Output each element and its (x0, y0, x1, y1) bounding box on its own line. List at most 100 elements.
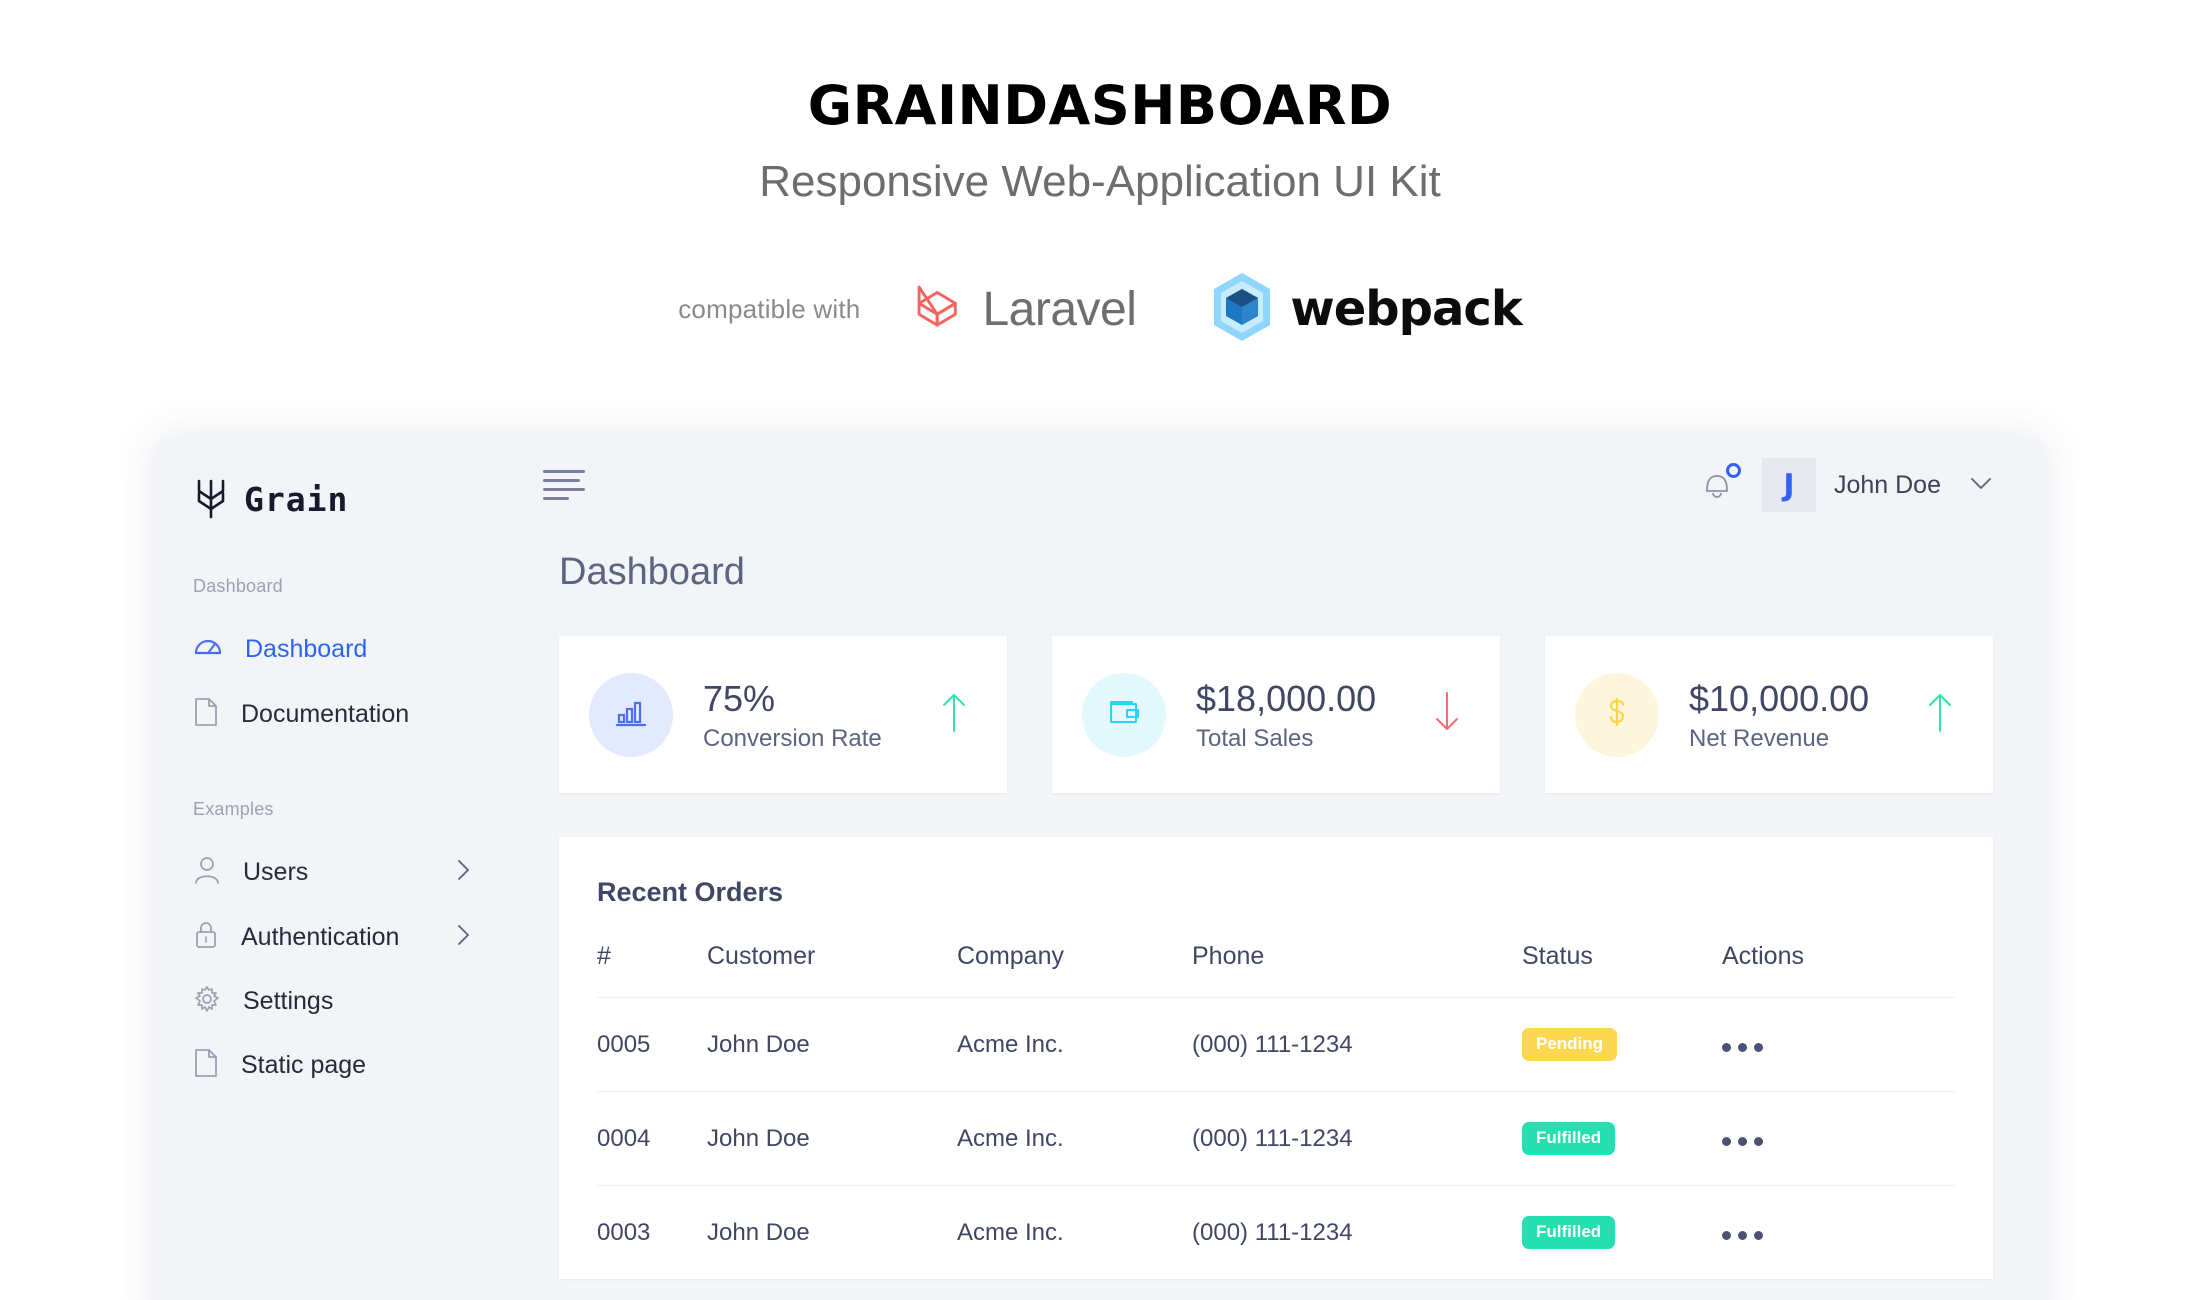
grain-wheat-icon (193, 475, 229, 524)
hamburger-line (543, 479, 580, 482)
stat-card-text: $10,000.00 Net Revenue (1689, 676, 1869, 753)
page-title: Dashboard (559, 551, 745, 593)
promo-subtitle: Responsive Web-Application UI Kit (759, 156, 1441, 206)
stat-card-value: 75% (703, 678, 776, 719)
trend-up-icon (1923, 689, 1957, 740)
cell-customer: John Doe (707, 1185, 957, 1279)
table-row[interactable]: 0003 John Doe Acme Inc. (000) 111-1234 F… (597, 1185, 1955, 1279)
topbar-right: J John Doe (1700, 458, 1995, 512)
stat-card-label: Net Revenue (1689, 725, 1830, 752)
stat-card-icon-wrap (589, 672, 673, 757)
sidebar-item-authentication[interactable]: Authentication (155, 905, 507, 970)
brand-name: Grain (244, 480, 349, 519)
row-actions-menu-icon[interactable] (1722, 1230, 1763, 1240)
cell-actions (1722, 1185, 1955, 1279)
sidebar-item-static-page[interactable]: Static page (155, 1033, 507, 1098)
orders-table: # Customer Company Phone Status Actions … (597, 942, 1955, 1279)
stat-card-icon-wrap (1575, 672, 1659, 757)
sidebar-item-settings[interactable]: Settings (155, 970, 507, 1033)
laravel-wordmark: Laravel (982, 282, 1137, 336)
dollar-icon (1598, 693, 1636, 736)
hamburger-menu-icon[interactable] (543, 470, 585, 500)
bell-icon (1700, 475, 1734, 507)
promo-header: GRAINDASHBOARD Responsive Web-Applicatio… (0, 0, 2200, 348)
table-header-row: # Customer Company Phone Status Actions (597, 942, 1955, 998)
stat-card-value: $10,000.00 (1689, 678, 1870, 719)
panel-title: Recent Orders (597, 877, 784, 907)
notification-badge (1725, 463, 1741, 478)
cell-company: Acme Inc. (957, 997, 1192, 1092)
webpack-logo: webpack (1210, 271, 1523, 348)
hamburger-line (543, 488, 585, 491)
compatible-label: compatible with (678, 293, 861, 324)
cell-id: 0003 (597, 1185, 707, 1279)
laravel-logo: Laravel (910, 278, 1137, 341)
cell-status: Fulfilled (1522, 1091, 1722, 1186)
document-icon (193, 1048, 219, 1083)
stat-card-conversion-rate[interactable]: 75% Conversion Rate (559, 636, 1007, 793)
cell-customer: John Doe (707, 997, 957, 1092)
table-row[interactable]: 0004 John Doe Acme Inc. (000) 111-1234 F… (597, 1091, 1955, 1186)
cell-id: 0004 (597, 1091, 707, 1186)
nav-examples: Users Authentication (155, 840, 507, 1098)
stat-card-text: $18,000.00 Total Sales (1196, 676, 1376, 753)
sidebar-item-dashboard[interactable]: Dashboard (155, 617, 507, 682)
table-row[interactable]: 0005 John Doe Acme Inc. (000) 111-1234 P… (597, 997, 1955, 1092)
promo-title: GRAINDASHBOARD (807, 74, 1393, 137)
app-window: Grain Dashboard Dashboard (155, 437, 2045, 1300)
sidebar-item-label: Documentation (241, 700, 410, 728)
cell-status: Fulfilled (1522, 1185, 1722, 1279)
cell-phone: (000) 111-1234 (1192, 1091, 1522, 1186)
cell-phone: (000) 111-1234 (1192, 1185, 1522, 1279)
stat-card-net-revenue[interactable]: $10,000.00 Net Revenue (1545, 636, 1993, 793)
chevron-down-icon[interactable] (1967, 473, 1995, 498)
status-badge: Pending (1522, 1028, 1618, 1061)
recent-orders-panel: Recent Orders # Customer Company Phone S… (559, 837, 1993, 1279)
main-area: J John Doe Dashboard (507, 437, 2045, 1300)
sidebar-item-label: Authentication (241, 923, 400, 951)
chevron-right-icon (453, 922, 473, 953)
speedometer-icon (193, 632, 223, 667)
wallet-icon (1105, 693, 1143, 736)
row-actions-menu-icon[interactable] (1722, 1136, 1763, 1146)
notifications-button[interactable] (1700, 463, 1741, 507)
gear-icon (193, 985, 221, 1018)
avatar[interactable]: J (1761, 458, 1816, 512)
column-header-customer: Customer (707, 942, 957, 998)
column-header-id: # (597, 942, 707, 998)
trend-up-icon (937, 689, 971, 740)
sidebar-item-users[interactable]: Users (155, 840, 507, 905)
sidebar: Grain Dashboard Dashboard (155, 437, 507, 1300)
sidebar-item-label: Dashboard (245, 635, 368, 663)
lock-icon (193, 920, 219, 955)
cell-actions (1722, 1091, 1955, 1186)
nav-section-dashboard-label: Dashboard (193, 576, 283, 596)
cell-actions (1722, 997, 1955, 1092)
status-badge: Fulfilled (1522, 1216, 1616, 1249)
document-icon (193, 697, 219, 732)
topbar: J John Doe (507, 437, 2045, 533)
brand-logo[interactable]: Grain (155, 437, 507, 524)
trend-down-icon (1430, 689, 1464, 740)
hamburger-line (543, 497, 569, 500)
user-icon (193, 855, 221, 890)
cell-company: Acme Inc. (957, 1185, 1192, 1279)
sidebar-item-label: Static page (241, 1051, 367, 1079)
user-name[interactable]: John Doe (1833, 470, 1941, 499)
stat-cards: 75% Conversion Rate (559, 636, 1993, 793)
cell-company: Acme Inc. (957, 1091, 1192, 1186)
column-header-company: Company (957, 942, 1192, 998)
column-header-actions: Actions (1722, 942, 1955, 998)
cell-customer: John Doe (707, 1091, 957, 1186)
row-actions-menu-icon[interactable] (1722, 1042, 1763, 1052)
stat-card-total-sales[interactable]: $18,000.00 Total Sales (1052, 636, 1500, 793)
webpack-wordmark: webpack (1290, 281, 1522, 338)
stat-card-value: $18,000.00 (1196, 678, 1377, 719)
sidebar-item-label: Users (243, 858, 309, 886)
webpack-mark-icon (1210, 271, 1274, 348)
sidebar-item-documentation[interactable]: Documentation (155, 682, 507, 747)
nav-primary: Dashboard Documentation (155, 617, 507, 747)
bar-chart-icon (612, 693, 650, 736)
nav-section-examples-label: Examples (193, 799, 274, 819)
